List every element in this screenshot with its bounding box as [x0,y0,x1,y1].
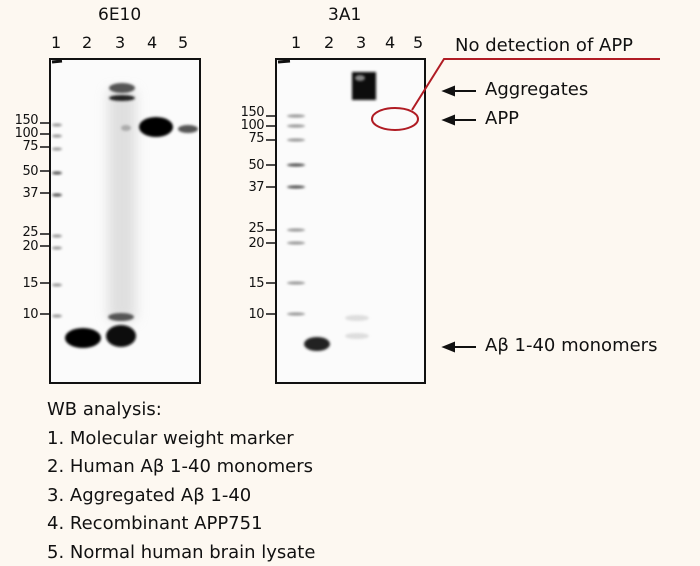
legend-item: 4. Recombinant APP751 [47,513,263,534]
ladder-band [52,193,62,197]
no-detection-callout-line [411,58,660,111]
legend-item: 3. Aggregated Aβ 1-40 [47,484,252,506]
ladder-band [287,241,305,245]
mw-marker-label: 50 [248,157,264,173]
monomers-label: Aβ 1-40 monomers [485,335,658,356]
lane-label: 4 [147,33,158,52]
blot-6e10 [40,58,201,384]
lane-label: 1 [291,33,302,52]
ladder-band [287,114,305,118]
mw-marker-label: 37 [22,185,38,201]
mw-marker-label: 75 [22,138,38,154]
mw-marker-label: 37 [248,179,264,195]
mw-marker-label: 25 [248,220,264,236]
aggregates-label: Aggregates [485,79,589,100]
ladder-band [287,312,305,316]
lane-label: 4 [385,33,396,52]
app-label: APP [485,108,520,129]
legend-heading: WB analysis: [47,399,162,420]
mw-marker-label: 150 [14,112,39,128]
ladder-band [52,283,62,287]
legend-item: 2. Human Aβ 1-40 monomers [47,456,313,477]
ladder-band [52,171,62,175]
mw-marker-label: 20 [22,238,38,254]
ladder-band [52,123,62,127]
lane-label: 5 [413,33,424,52]
ladder-band [287,228,305,232]
mw-marker-label: 50 [22,163,38,179]
ladder-band [52,246,62,250]
ladder-band [287,138,305,142]
mw-marker-label: 100 [240,117,265,133]
ladder-band [287,281,305,285]
blot-3a1 [266,58,426,384]
blot-title-3a1: 3A1 [328,5,362,25]
lane-label: 3 [356,33,367,52]
mw-marker-label: 10 [22,306,38,322]
ladder-band [52,134,62,138]
no-detection-label: No detection of APP [455,35,634,56]
mw-marker-label: 10 [248,306,264,322]
mw-marker-label: 75 [248,130,264,146]
ladder-band [287,185,305,189]
mw-marker-label: 150 [240,104,265,120]
ladder-band [52,147,62,151]
ladder-band [52,314,62,318]
legend-item: 1. Molecular weight marker [47,427,294,449]
legend-item: 5. Normal human brain lysate [47,541,316,563]
lane-label: 1 [51,33,62,52]
no-detection-highlight-circle [371,107,419,131]
mw-marker-label: 20 [248,235,264,251]
mw-marker-label: 25 [22,224,38,240]
mw-marker-label: 15 [248,275,264,291]
mw-marker-label: 100 [14,125,39,141]
ladder-band [287,163,305,167]
lane-label: 3 [115,33,126,52]
arrows [441,85,476,353]
legend: WB analysis: 1. Molecular weight marker … [47,396,315,566]
lane-label: 2 [82,33,93,52]
lane-label: 2 [324,33,335,52]
mw-marker-label: 15 [22,275,38,291]
ladder-band [52,234,62,238]
lane-label: 5 [178,33,189,52]
blot-title-6e10: 6E10 [98,5,142,25]
ladder-band [287,124,305,128]
